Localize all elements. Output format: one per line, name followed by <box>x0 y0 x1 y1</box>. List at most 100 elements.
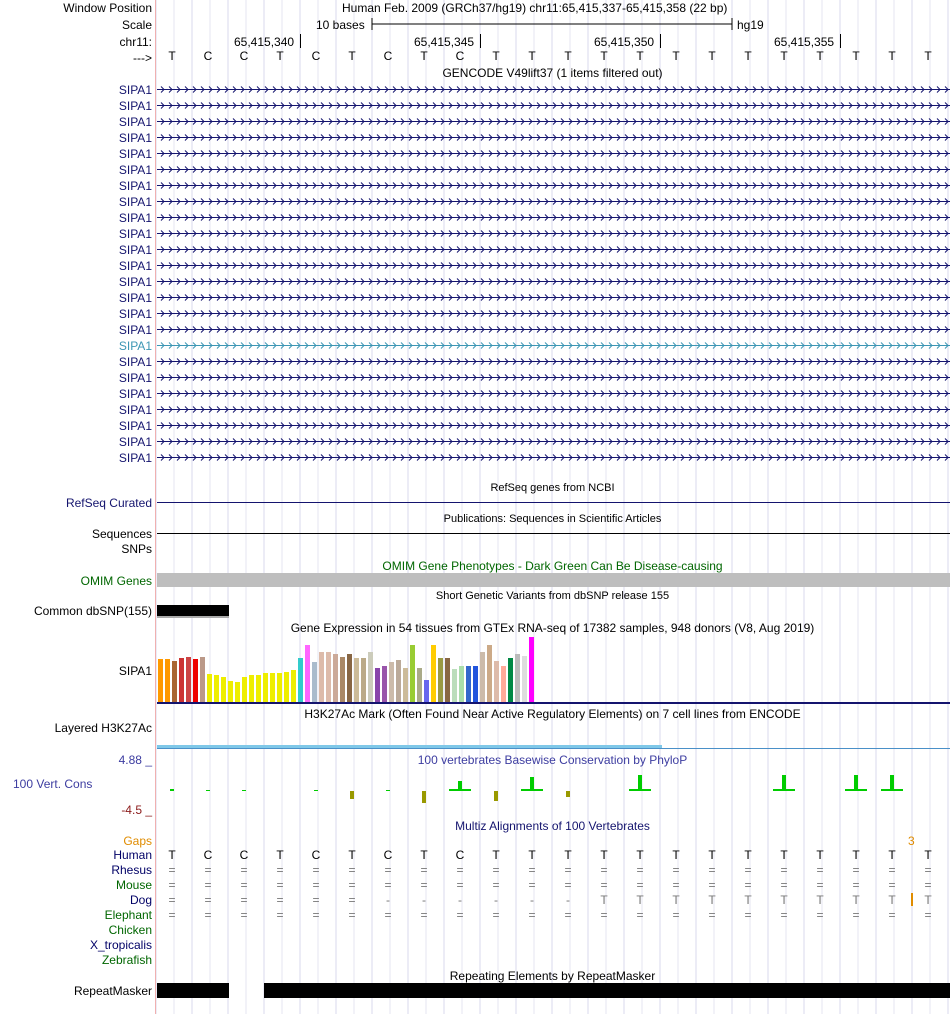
h3k27ac-label[interactable]: Layered H3K27Ac <box>54 721 152 735</box>
gencode-transcript[interactable] <box>157 132 950 143</box>
gencode-transcript[interactable] <box>157 324 950 335</box>
repeat-element[interactable] <box>264 983 950 998</box>
omim-label[interactable]: OMIM Genes <box>80 574 152 588</box>
phylop-score[interactable] <box>494 791 498 801</box>
gtex-tissue-bar[interactable] <box>207 674 212 702</box>
gtex-tissue-bar[interactable] <box>172 661 177 702</box>
gencode-transcript[interactable] <box>157 228 950 239</box>
snps-label[interactable]: SNPs <box>121 542 152 556</box>
gtex-tissue-bar[interactable] <box>333 654 338 702</box>
gencode-transcript[interactable] <box>157 244 950 255</box>
gencode-gene-label[interactable]: SIPA1 <box>118 387 152 401</box>
gtex-tissue-bar[interactable] <box>256 675 261 702</box>
phylop-score[interactable] <box>422 791 426 803</box>
phylop-score[interactable] <box>242 790 246 791</box>
phylop-score[interactable] <box>458 781 462 791</box>
gtex-tissue-bar[interactable] <box>200 657 205 702</box>
gencode-transcript[interactable] <box>157 196 950 207</box>
gtex-bar-chart[interactable] <box>157 636 950 702</box>
gtex-tissue-bar[interactable] <box>438 658 443 702</box>
gencode-gene-label[interactable]: SIPA1 <box>118 227 152 241</box>
phylop-title[interactable]: 100 vertebrates Basewise Conservation by… <box>417 753 688 767</box>
gtex-tissue-bar[interactable] <box>368 652 373 702</box>
gtex-tissue-bar[interactable] <box>291 670 296 702</box>
species-label[interactable]: X_tropicalis <box>89 938 152 952</box>
gtex-label[interactable]: SIPA1 <box>118 664 152 678</box>
publications-feature[interactable] <box>157 533 950 534</box>
refseq-feature[interactable] <box>157 502 950 503</box>
gencode-transcript[interactable] <box>157 180 950 191</box>
gtex-tissue-bar[interactable] <box>270 673 275 702</box>
species-label[interactable]: Chicken <box>108 923 152 937</box>
gtex-tissue-bar[interactable] <box>431 645 436 702</box>
dbsnp-variant[interactable] <box>157 605 229 616</box>
gencode-transcript[interactable] <box>157 84 950 95</box>
gencode-transcript[interactable] <box>157 420 950 431</box>
gencode-gene-label[interactable]: SIPA1 <box>118 371 152 385</box>
gencode-gene-label[interactable]: SIPA1 <box>118 355 152 369</box>
gtex-tissue-bar[interactable] <box>312 662 317 702</box>
repeatmasker-title[interactable]: Repeating Elements by RepeatMasker <box>449 969 656 983</box>
phylop-score[interactable] <box>782 775 786 791</box>
gencode-gene-label[interactable]: SIPA1 <box>118 339 152 353</box>
gtex-tissue-bar[interactable] <box>459 666 464 702</box>
species-label[interactable]: Human <box>113 848 152 862</box>
gtex-tissue-bar[interactable] <box>179 658 184 702</box>
gtex-tissue-bar[interactable] <box>403 668 408 702</box>
phylop-score[interactable] <box>854 775 858 791</box>
omim-title[interactable]: OMIM Gene Phenotypes - Dark Green Can Be… <box>382 559 723 573</box>
gtex-tissue-bar[interactable] <box>361 658 366 702</box>
gtex-title[interactable]: Gene Expression in 54 tissues from GTEx … <box>290 621 815 635</box>
species-label[interactable]: Dog <box>129 893 152 907</box>
gtex-tissue-bar[interactable] <box>382 666 387 702</box>
species-label[interactable]: Rhesus <box>111 863 152 877</box>
refseq-label[interactable]: RefSeq Curated <box>65 496 152 510</box>
gtex-tissue-bar[interactable] <box>347 654 352 702</box>
gtex-tissue-bar[interactable] <box>375 668 380 702</box>
gtex-tissue-bar[interactable] <box>410 645 415 702</box>
dbsnp-label[interactable]: Common dbSNP(155) <box>33 604 152 618</box>
gencode-gene-label[interactable]: SIPA1 <box>118 83 152 97</box>
gtex-tissue-bar[interactable] <box>228 681 233 702</box>
phylop-score[interactable] <box>350 791 354 799</box>
gtex-tissue-bar[interactable] <box>389 662 394 702</box>
gencode-gene-label[interactable]: SIPA1 <box>118 211 152 225</box>
gencode-gene-label[interactable]: SIPA1 <box>118 163 152 177</box>
multiz-title[interactable]: Multiz Alignments of 100 Vertebrates <box>455 819 650 833</box>
gtex-tissue-bar[interactable] <box>522 656 527 702</box>
gencode-transcript[interactable] <box>157 100 950 111</box>
h3k27ac-signal[interactable] <box>157 745 662 749</box>
h3k27ac-title[interactable]: H3K27Ac Mark (Often Found Near Active Re… <box>304 707 801 721</box>
gtex-tissue-bar[interactable] <box>186 657 191 702</box>
gencode-gene-label[interactable]: SIPA1 <box>118 435 152 449</box>
gtex-tissue-bar[interactable] <box>445 658 450 702</box>
gtex-tissue-bar[interactable] <box>249 675 254 702</box>
phylop-score[interactable] <box>638 775 642 791</box>
gencode-transcript[interactable] <box>157 212 950 223</box>
gtex-tissue-bar[interactable] <box>193 659 198 702</box>
gencode-gene-label[interactable]: SIPA1 <box>118 275 152 289</box>
dbsnp-title[interactable]: Short Genetic Variants from dbSNP releas… <box>435 590 670 602</box>
gencode-gene-label[interactable]: SIPA1 <box>118 291 152 305</box>
gencode-transcript[interactable] <box>157 388 950 399</box>
repeat-element[interactable] <box>157 983 229 998</box>
gtex-tissue-bar[interactable] <box>263 673 268 702</box>
gencode-transcript[interactable] <box>157 340 950 351</box>
gtex-tissue-bar[interactable] <box>319 652 324 702</box>
phylop-plot[interactable] <box>155 770 950 810</box>
gtex-tissue-bar[interactable] <box>417 668 422 702</box>
gtex-tissue-bar[interactable] <box>284 672 289 702</box>
gencode-transcript[interactable] <box>157 356 950 367</box>
phylop-score[interactable] <box>566 791 570 797</box>
gencode-gene-label[interactable]: SIPA1 <box>118 115 152 129</box>
gencode-transcript[interactable] <box>157 292 950 303</box>
gtex-tissue-bar[interactable] <box>501 666 506 702</box>
gencode-gene-label[interactable]: SIPA1 <box>118 451 152 465</box>
gencode-transcript[interactable] <box>157 116 950 127</box>
gtex-tissue-bar[interactable] <box>326 652 331 702</box>
phylop-score[interactable] <box>386 790 390 791</box>
publications-label[interactable]: Sequences <box>91 527 152 541</box>
species-label[interactable]: Elephant <box>104 908 152 922</box>
repeatmasker-label[interactable]: RepeatMasker <box>73 984 152 998</box>
gtex-tissue-bar[interactable] <box>235 682 240 702</box>
